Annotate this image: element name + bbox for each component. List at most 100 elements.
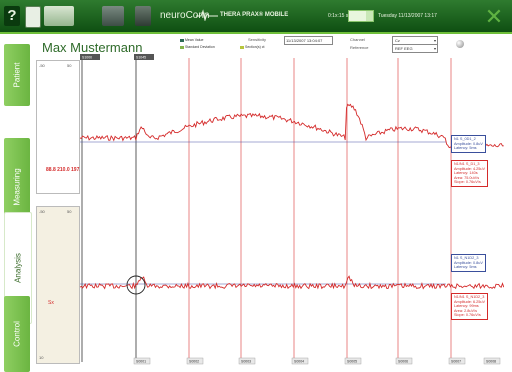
legend-mean: Mean Value <box>180 38 203 42</box>
box-line: Amplitude: 0.8uV <box>454 260 483 265</box>
scale-panel: -50 50 -50 50 10 <box>36 60 80 364</box>
chevron-down-icon: ▾ <box>433 46 436 51</box>
brand-logo: neuroConn <box>160 10 210 21</box>
device-title: THERA PRAX® MOBILE <box>220 12 289 18</box>
legend-swatch <box>180 45 184 49</box>
legend-std: Standard Deviation <box>180 45 215 49</box>
box-line: N1 S_N1D2_3 <box>454 256 479 260</box>
info-box-upper-red: N1/N1 S_D1_3 Amplitude: 4.25uV Latency: … <box>451 160 489 187</box>
sensitivity-label: Sensitivity <box>248 37 267 42</box>
plot-area <box>80 58 504 362</box>
sidebar-item-label: Analysis <box>13 253 23 283</box>
marker-label: S0006 <box>398 360 408 364</box>
box-line: Area: 2.8uV/s <box>454 308 478 313</box>
sidebar-item-control[interactable]: Control <box>4 296 30 372</box>
toolbar: ? neuroConn THERA PRAX® MOBILE 0:1x:15 s… <box>0 0 512 34</box>
patient-name: Max Mustermann <box>42 40 143 55</box>
scale-max: 50 <box>67 63 72 68</box>
marker-label: S0005 <box>347 360 357 364</box>
legend-label: Section(s) ct <box>245 45 265 49</box>
scale-min: -50 <box>39 63 45 68</box>
legend-label: Standard Deviation <box>185 45 215 49</box>
box-line: Area: 75.0uV/s <box>454 175 480 180</box>
sx-label: Sx <box>48 300 54 306</box>
box-line: Latency: 99ms <box>454 304 479 309</box>
info-box-upper-blue: N1 S_0D1_2 Amplitude: 0.8uV Latency: 5ms <box>451 135 486 153</box>
marker-tag <box>291 357 309 365</box>
legend-swatch <box>180 38 184 42</box>
eeg-chart: S1000 S1045 S0001 S0002 S0003 S0004 S000… <box>79 54 504 365</box>
marker-tag <box>186 357 204 365</box>
cursor-ring-icon[interactable] <box>126 275 146 295</box>
info-box-lower-blue: N1 S_N1D2_3 Amplitude: 0.8uV Latency: 5m… <box>451 254 486 272</box>
marker-lines <box>81 58 452 362</box>
box-line: Slope: 0.76uV/s <box>454 180 481 185</box>
legend-swatch <box>240 45 244 49</box>
chevron-down-icon: ▾ <box>433 38 436 43</box>
scale-min: 10 <box>39 355 44 360</box>
legend-label: Mean Value <box>185 38 204 42</box>
marker-label: S1045 <box>136 56 146 60</box>
close-icon[interactable]: ✕ <box>484 4 504 29</box>
record-icon[interactable] <box>135 6 151 26</box>
scale-panel-top: -50 50 <box>36 60 80 194</box>
reference-label: Reference <box>350 45 369 50</box>
box-line: Latency: 5ms <box>454 146 477 151</box>
sensitivity-field[interactable]: 11/13/2007 13:04:07 <box>284 36 333 45</box>
box-line: Amplitude: 4.25uV <box>454 166 486 171</box>
marker-label: S0001 <box>136 360 146 364</box>
scale-panel-bottom: -50 50 10 <box>36 206 80 364</box>
info-box-lower-red: N1/N1 S_N1D2_3 Amplitude: 6.25uV Latency… <box>451 293 489 320</box>
scale-min: -50 <box>39 209 45 214</box>
edit-icon[interactable] <box>44 6 74 26</box>
eeg-trace-bottom <box>79 275 504 290</box>
pulse-icon <box>196 9 218 21</box>
box-line: N1 S_0D1_2 <box>454 137 476 141</box>
marker-label: S1000 <box>82 56 92 60</box>
scale-max: 50 <box>67 209 72 214</box>
bottom-markers: S0001 S0002 S0003 S0004 S0005 S0006 S000… <box>133 357 501 365</box>
battery-level <box>349 11 366 21</box>
marker-label: S0004 <box>294 360 304 364</box>
panel-icon[interactable] <box>25 6 41 28</box>
box-line: Amplitude: 0.8uV <box>454 141 483 146</box>
marker-label: S0003 <box>241 360 251 364</box>
marker-tag <box>133 357 151 365</box>
marker-tag <box>483 357 501 365</box>
box-line: Latency: 140s <box>454 171 478 176</box>
legend-selected: Section(s) ct <box>240 45 264 49</box>
marker-label: S0008 <box>486 360 496 364</box>
box-line: Amplitude: 6.25uV <box>454 299 486 304</box>
sidebar-item-label: Control <box>12 321 22 347</box>
sidebar: Patient Measuring Analysis Control <box>0 34 34 372</box>
sidebar-item-patient[interactable]: Patient <box>4 44 30 106</box>
latency-readout: 88.8 210.0 197.0 <box>46 167 84 173</box>
marker-label: S0002 <box>189 360 199 364</box>
marker-tag <box>395 357 413 365</box>
help-button[interactable]: ? <box>4 6 20 26</box>
marker-label: S0007 <box>451 360 461 364</box>
date-time: Tuesday 11/13/2007 13:17 <box>378 13 437 19</box>
sidebar-item-label: Patient <box>12 62 22 88</box>
battery-indicator <box>348 10 374 22</box>
marker-tag <box>134 54 154 60</box>
channel-label: Channel <box>350 37 365 42</box>
session-timer: 0:1x:15 sec <box>328 13 354 19</box>
marker-tag <box>80 54 100 60</box>
reference-select[interactable]: REF EEG ▾ <box>392 44 438 53</box>
box-line: Latency: 5ms <box>454 265 477 270</box>
top-markers: S1000 S1045 <box>80 54 154 60</box>
device-icon[interactable] <box>102 6 124 26</box>
box-line: N1/N1 S_N1D2_3 <box>454 295 485 299</box>
channel-value: Cz <box>395 38 400 43</box>
box-line: Slope: 0.76uV/s <box>454 313 481 318</box>
reference-value: REF EEG <box>395 46 413 51</box>
record-button[interactable] <box>456 40 464 48</box>
marker-tag <box>448 357 466 365</box>
marker-tag <box>344 357 362 365</box>
box-line: N1/N1 S_D1_3 <box>454 162 480 166</box>
eeg-trace-top <box>79 103 504 150</box>
marker-tag <box>238 357 256 365</box>
sidebar-item-label: Measuring <box>12 168 22 206</box>
